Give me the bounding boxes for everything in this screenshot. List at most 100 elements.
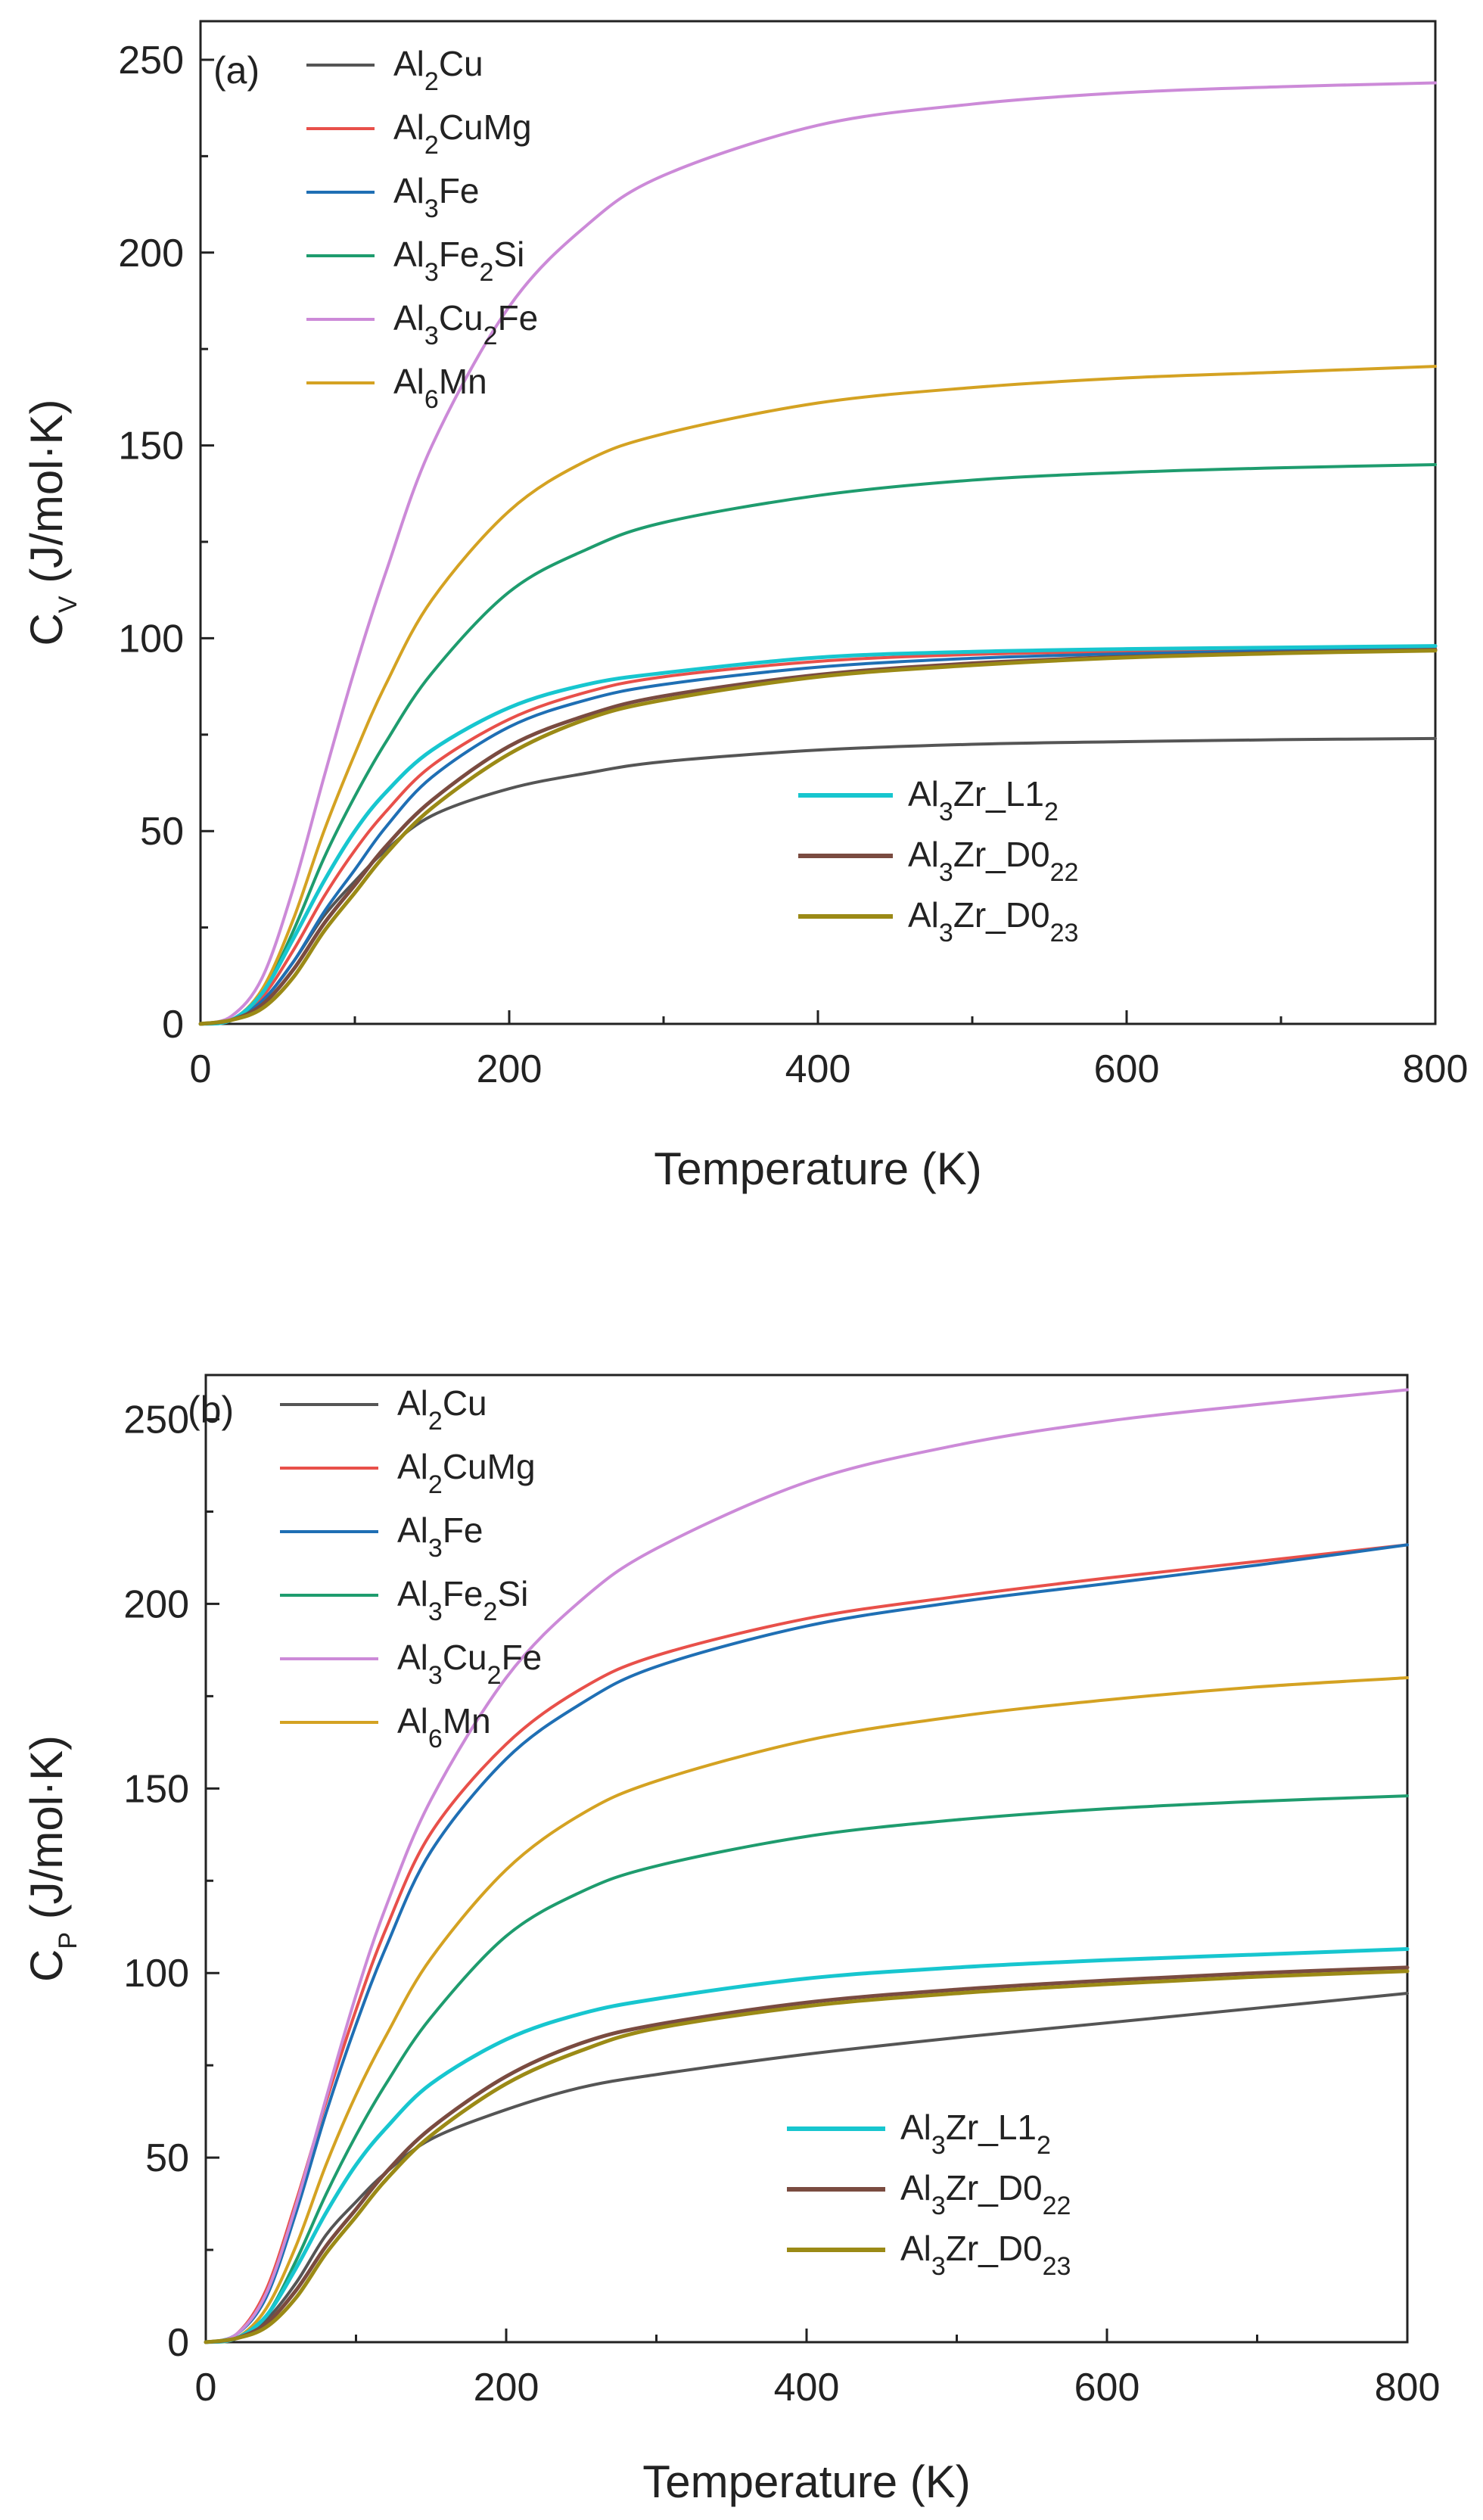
label-part: Cu bbox=[443, 1383, 487, 1423]
label-part: Fe bbox=[502, 1638, 543, 1677]
label-part: Zr_D0 bbox=[946, 2168, 1043, 2207]
y-tick-label: 50 bbox=[145, 2136, 189, 2180]
series-line-al3zr-d022 bbox=[198, 648, 1438, 1026]
series-line-al3fe bbox=[199, 647, 1437, 1025]
label-part: Zr_L1 bbox=[946, 2108, 1037, 2147]
series-line-al2cu bbox=[199, 736, 1437, 1025]
series-line-al3zr-d022 bbox=[204, 1965, 1410, 2344]
y-axis-title-main: C bbox=[21, 613, 72, 646]
label-part: Mn bbox=[443, 1701, 491, 1741]
label-part: Al bbox=[397, 1383, 428, 1423]
series-line-al3zr-d023 bbox=[198, 649, 1438, 1026]
x-tick-label: 200 bbox=[477, 1047, 543, 1091]
subscript: 2 bbox=[483, 322, 498, 350]
subscript: 3 bbox=[939, 919, 953, 947]
legend-entry: Al3Zr_D022 bbox=[908, 835, 1078, 887]
subscript: 6 bbox=[424, 385, 439, 414]
subscript: 3 bbox=[424, 194, 439, 223]
label-part: Mn bbox=[439, 362, 487, 401]
y-tick-label: 200 bbox=[123, 1582, 189, 1626]
label-part: Al bbox=[900, 2229, 931, 2268]
subscript: 23 bbox=[1043, 2252, 1071, 2281]
subscript: 23 bbox=[1050, 919, 1079, 947]
y-tick-label: 100 bbox=[123, 1952, 189, 1996]
label-part: Al bbox=[397, 1574, 428, 1613]
series-line-al3cu2fe bbox=[199, 81, 1437, 1025]
label-part: Fe bbox=[443, 1574, 483, 1613]
y-tick-label: 0 bbox=[167, 2321, 189, 2365]
legend-entry: Al3Zr_D023 bbox=[908, 895, 1078, 947]
subscript: 2 bbox=[428, 1407, 443, 1436]
subscript: 2 bbox=[480, 258, 494, 287]
subscript: 3 bbox=[931, 2192, 946, 2220]
label-part: Cu bbox=[439, 298, 483, 338]
series-line-al3fe bbox=[204, 1543, 1409, 2344]
label-part: Al bbox=[397, 1510, 428, 1550]
panel-label: (a) bbox=[213, 49, 260, 92]
y-tick-label: 100 bbox=[118, 617, 184, 661]
series-line-al3zr-l12 bbox=[198, 644, 1438, 1026]
label-part: Al bbox=[900, 2108, 931, 2147]
y-tick-label: 200 bbox=[118, 232, 184, 275]
label-part: Zr_D0 bbox=[953, 895, 1050, 935]
x-axis-title: Temperature (K) bbox=[642, 2456, 970, 2507]
legend-entry: Al3Fe2Si bbox=[397, 1574, 528, 1626]
y-tick-label: 250 bbox=[118, 39, 184, 82]
y-axis-title-units: (J/mol·K) bbox=[21, 1735, 72, 1932]
label-part: Cu bbox=[439, 44, 483, 83]
subscript: 3 bbox=[939, 858, 953, 887]
label-part: Al bbox=[908, 774, 939, 814]
series-line-al3zr-d023 bbox=[204, 1969, 1410, 2344]
subscript: 3 bbox=[428, 1534, 443, 1563]
label-part: Fe bbox=[498, 298, 539, 338]
subscript: 2 bbox=[424, 131, 439, 160]
y-tick-label: 150 bbox=[118, 425, 184, 468]
subscript: 3 bbox=[931, 2131, 946, 2160]
label-part: Al bbox=[397, 1447, 428, 1486]
x-tick-label: 0 bbox=[190, 1047, 212, 1091]
series-line-al3zr-l12 bbox=[204, 1947, 1410, 2344]
x-tick-label: 0 bbox=[195, 2366, 217, 2410]
y-axis-title-subscript: V bbox=[54, 596, 82, 613]
legend-entry: Al3Zr_L12 bbox=[908, 774, 1059, 826]
subscript: 2 bbox=[1037, 2131, 1051, 2160]
y-tick-label: 50 bbox=[140, 810, 184, 854]
y-axis-title-subscript: P bbox=[54, 1932, 82, 1949]
series-line-al2cu bbox=[204, 1992, 1409, 2344]
chart-panel-a: 0 200 400 600 800 0 50 100 150 200 250 Temperature … bbox=[21, 20, 1469, 1194]
legend-entry: Al2Cu bbox=[397, 1383, 487, 1436]
legend-entry: Al2CuMg bbox=[397, 1447, 536, 1499]
label-part: Fe bbox=[439, 171, 480, 210]
subscript: 22 bbox=[1050, 858, 1079, 887]
plot-frame bbox=[204, 1374, 1409, 2344]
x-tick-label: 600 bbox=[1074, 2366, 1140, 2410]
x-tick-label: 600 bbox=[1094, 1047, 1160, 1091]
legend-entry: Al2CuMg bbox=[393, 107, 532, 160]
y-tick-label: 250 bbox=[123, 1398, 189, 1442]
legend-entry: Al3Fe2Si bbox=[393, 235, 524, 287]
subscript: 2 bbox=[428, 1470, 443, 1499]
x-tick-label: 200 bbox=[474, 2366, 539, 2410]
label-part: Si bbox=[497, 1574, 528, 1613]
series-line-al3fe2si bbox=[199, 463, 1437, 1025]
x-tick-label: 800 bbox=[1403, 1047, 1469, 1091]
y-tick-label: 0 bbox=[162, 1003, 184, 1047]
series-line-al2cumg bbox=[199, 646, 1437, 1025]
chart-panel-b: 0 200 400 600 800 0 50 100 150 200 250 Temperature … bbox=[21, 1374, 1440, 2507]
subscript: 2 bbox=[424, 67, 439, 96]
label-part: Al bbox=[393, 298, 424, 338]
subscript: 3 bbox=[939, 798, 953, 826]
label-part: Fe bbox=[439, 235, 480, 274]
label-part: Al bbox=[397, 1638, 428, 1677]
label-part: Fe bbox=[443, 1510, 483, 1550]
legend-entry: Al3Cu2Fe bbox=[393, 298, 538, 350]
series-line-al3fe2si bbox=[204, 1794, 1409, 2344]
subscript: 3 bbox=[424, 322, 439, 350]
label-part: Si bbox=[493, 235, 524, 274]
label-part: Al bbox=[908, 895, 939, 935]
subscript: 2 bbox=[487, 1661, 502, 1690]
subscript: 3 bbox=[424, 258, 439, 287]
